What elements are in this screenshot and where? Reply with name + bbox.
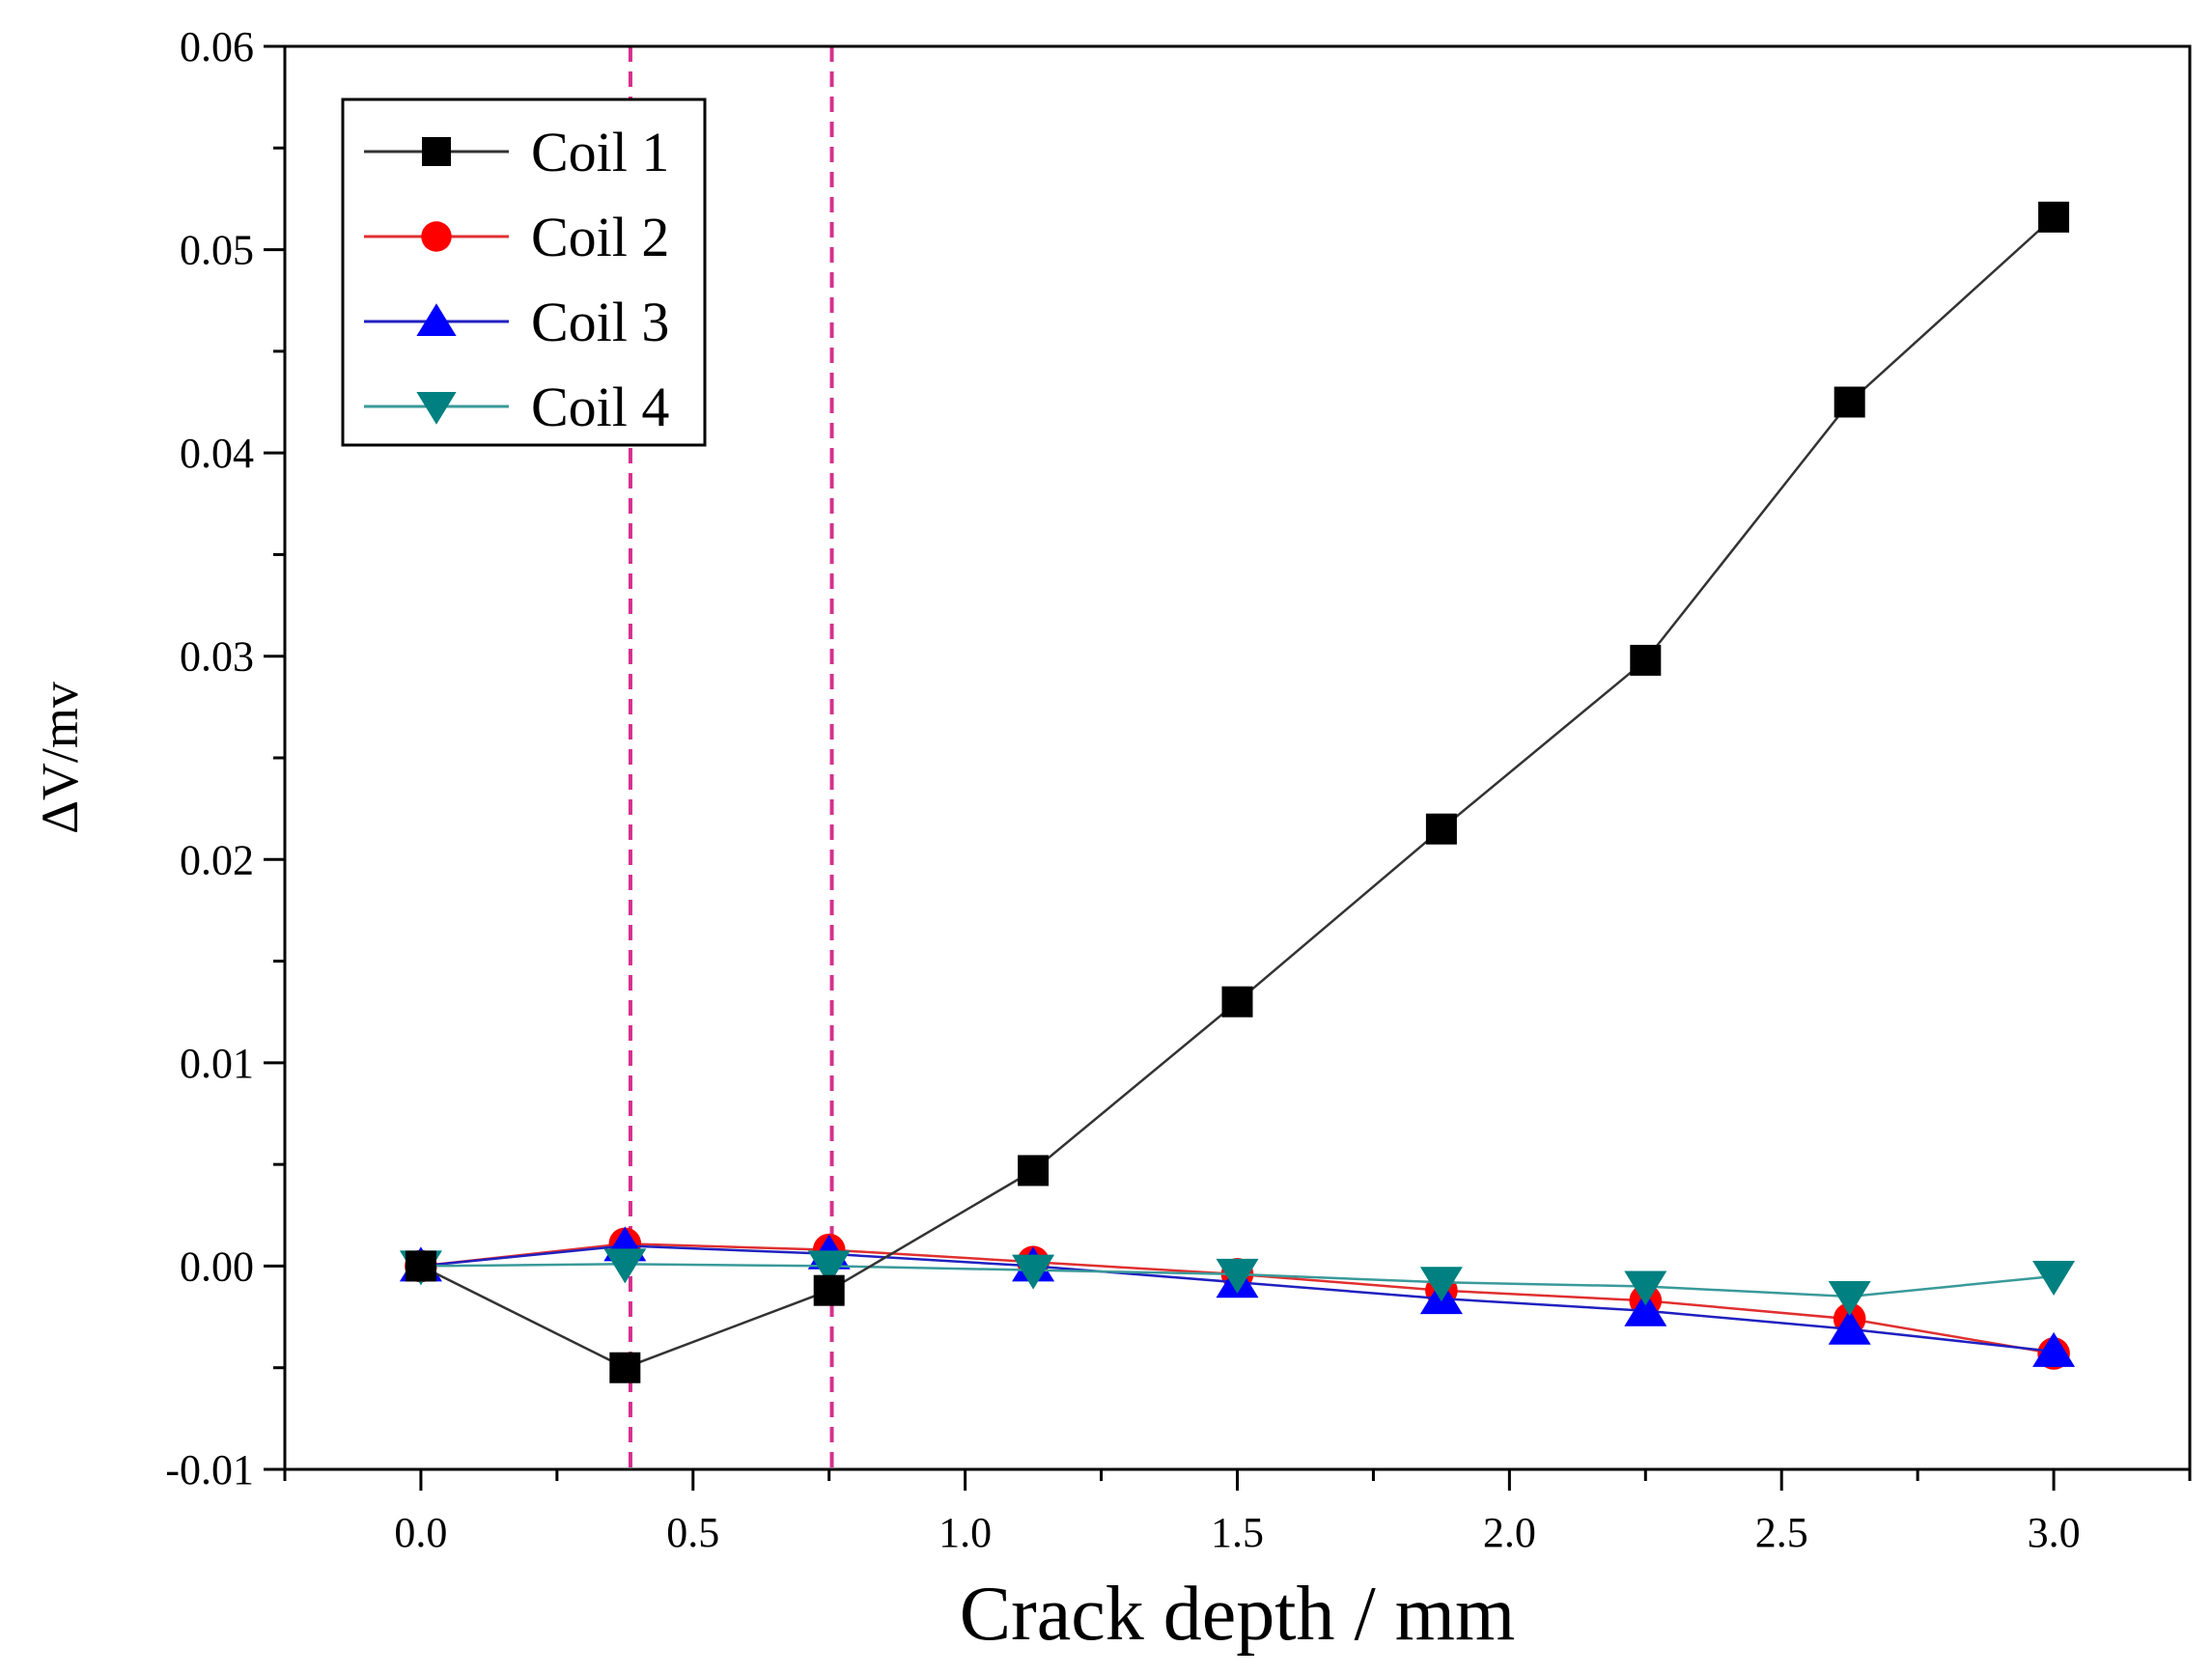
legend-marker-coil-3 — [416, 303, 457, 336]
coil-4-point — [807, 1250, 851, 1286]
coil-4-point — [1624, 1270, 1667, 1306]
y-tick-label: 0.03 — [180, 633, 254, 681]
y-axis-title: ΔV/mv — [31, 682, 89, 834]
x-tick-label: 2.5 — [1755, 1509, 1808, 1556]
legend-box — [341, 98, 707, 447]
y-tick-label: 0.02 — [180, 836, 254, 883]
coil-4-point — [1419, 1267, 1463, 1302]
legend-label-coil-4: Coil 4 — [531, 376, 669, 438]
coil-1-point — [1221, 986, 1253, 1018]
coil-1-point — [405, 1250, 436, 1282]
coil-4-point — [1828, 1281, 1871, 1317]
x-tick-label: 1.5 — [1211, 1509, 1264, 1556]
coil-4-point — [603, 1248, 647, 1284]
plot-area — [399, 46, 2076, 1469]
x-tick-label: 0.5 — [666, 1509, 719, 1556]
x-axis-title: Crack depth / mm — [960, 1572, 1515, 1657]
coil-1-point — [1630, 644, 1662, 676]
coil-4-point — [2032, 1260, 2076, 1296]
coil-3-point — [2032, 1331, 2076, 1367]
legend-marker-coil-2 — [421, 221, 452, 252]
coil-4-point — [1012, 1254, 1055, 1290]
legend-label-coil-2: Coil 2 — [531, 206, 669, 268]
legend: Coil 1 Coil 2 Coil 3 Coil 4 — [341, 98, 707, 447]
coil-1-point — [1425, 813, 1457, 845]
x-tick-label: 3.0 — [2028, 1509, 2081, 1556]
legend-marker-coil-1 — [422, 137, 451, 166]
coil-4-point — [1216, 1258, 1259, 1294]
legend-label-coil-1: Coil 1 — [531, 121, 669, 183]
y-tick-label: 0.01 — [180, 1040, 254, 1087]
coil-1-point — [813, 1274, 845, 1306]
y-tick-label: 0.06 — [180, 23, 254, 70]
coil-1-point — [1834, 386, 1865, 418]
legend-marker-coil-4 — [416, 392, 457, 425]
y-tick-label: 0.04 — [180, 430, 254, 477]
y-tick-label: 0.05 — [180, 227, 254, 274]
y-tick-label: -0.01 — [165, 1446, 254, 1494]
coil-1-point — [2038, 201, 2070, 233]
axes: 0.0 0.5 1.0 1.5 2.0 2.5 3.0 -0.01 0.00 0.01 0.02 0.… — [165, 23, 2192, 1556]
x-tick-label: 2.0 — [1483, 1509, 1536, 1556]
coil-1-point — [1018, 1155, 1050, 1186]
coil-3-point — [1828, 1309, 1871, 1345]
x-tick-label: 0.0 — [394, 1509, 447, 1556]
legend-label-coil-3: Coil 3 — [531, 291, 669, 353]
coil-1-point — [609, 1352, 641, 1383]
y-tick-label: 0.00 — [180, 1242, 254, 1290]
coil-3-point — [1624, 1291, 1667, 1326]
x-tick-label: 1.0 — [938, 1509, 992, 1556]
